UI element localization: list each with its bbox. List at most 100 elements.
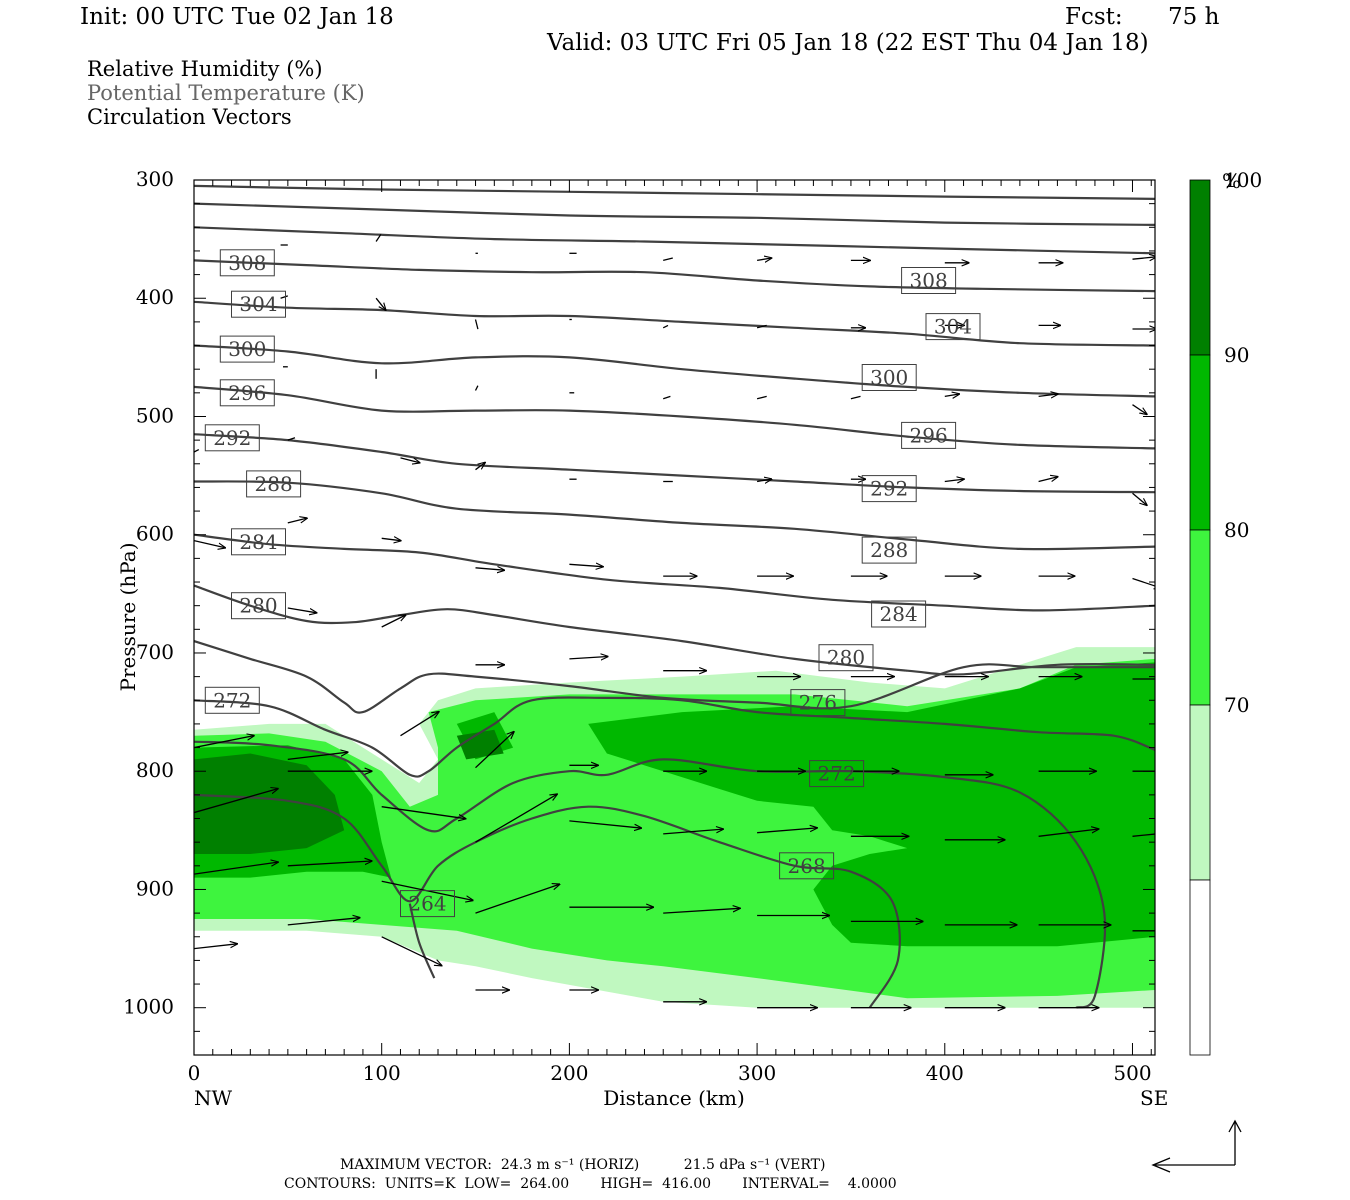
y-tick-label: 600 [136, 522, 174, 546]
y-tick-label: 400 [136, 285, 174, 309]
contour-info-note: CONTOURS: UNITS=K LOW= 264.00 HIGH= 416.… [284, 1176, 897, 1192]
theta-contour-284 [194, 584, 1155, 676]
circulation-vector [194, 944, 237, 950]
circulation-vector [287, 607, 317, 613]
svg-text:284: 284 [239, 530, 277, 554]
contour-label: 272 [204, 686, 260, 714]
circulation-vector [1038, 829, 1099, 837]
circulation-vector [194, 449, 200, 453]
circulation-vector [287, 752, 348, 761]
reference-vector-icon [1151, 1119, 1242, 1173]
circulation-vector [287, 518, 307, 524]
svg-text:280: 280 [239, 594, 277, 618]
contour-label: 304 [925, 313, 981, 341]
x-right-end-label: SE [1140, 1086, 1168, 1110]
svg-text:264: 264 [408, 892, 446, 916]
theta-contour-268 [194, 793, 901, 1009]
circulation-vector [194, 862, 278, 875]
x-left-end-label: NW [194, 1086, 233, 1110]
circulation-vector [381, 806, 466, 819]
contour-label: 280 [231, 592, 286, 620]
svg-text:284: 284 [880, 602, 918, 626]
circulation-vector [1132, 577, 1155, 589]
max-vector-note: MAXIMUM VECTOR: 24.3 m s⁻¹ (HORIZ) 21.5 … [340, 1157, 826, 1173]
contour-label: 288 [861, 536, 917, 564]
colorbar-label: 100 [1224, 168, 1262, 192]
circulation-vector [756, 395, 767, 400]
circulation-vector [569, 657, 607, 659]
legend-theta-text: Potential Temperature (K) [87, 81, 365, 105]
x-axis-label: Distance (km) [603, 1086, 745, 1110]
x-tick-label: 100 [363, 1061, 401, 1085]
svg-text:288: 288 [255, 472, 293, 496]
circulation-vector [944, 479, 964, 481]
contour-label: 292 [861, 475, 917, 503]
circulation-vector [663, 257, 673, 262]
forecast-hour-value: 75 h [1168, 4, 1220, 30]
circulation-vector [1132, 257, 1155, 259]
potential-temperature-contours [194, 184, 1155, 1009]
y-tick-label: 500 [136, 404, 174, 428]
svg-text:292: 292 [870, 477, 908, 501]
circulation-vector [194, 736, 254, 749]
circulation-vector [475, 794, 558, 843]
circulation-vector [569, 820, 641, 828]
axis-ticks: 300 400 500 600 700 800 900 1000 0 100 200 300 400 50… [123, 167, 1155, 1085]
colorbar-label: 90 [1224, 343, 1249, 367]
contour-label: 296 [901, 421, 957, 449]
y-tick-label: 700 [136, 640, 174, 664]
svg-text:272: 272 [818, 762, 856, 786]
x-tick-label: 200 [550, 1061, 588, 1085]
svg-text:280: 280 [827, 646, 865, 670]
theta-contour-312 [194, 259, 1155, 293]
theta-contour-296 [194, 433, 1155, 494]
circulation-vector [756, 479, 771, 481]
circulation-vector [1132, 404, 1147, 415]
colorbar-segment [1189, 179, 1211, 356]
y-tick-label: 1000 [123, 995, 174, 1019]
circulation-vector [381, 538, 401, 540]
contour-label: 288 [246, 470, 302, 498]
colorbar-unit: % [1222, 169, 1241, 193]
circulation-vector [375, 297, 386, 310]
contour-label: 280 [818, 644, 874, 672]
colorbar-segment [1189, 354, 1211, 531]
svg-text:304: 304 [934, 315, 972, 339]
circulation-vector [1132, 833, 1155, 837]
circulation-vector [475, 884, 560, 914]
valid-time: Valid: 03 UTC Fri 05 Jan 18 (22 EST Thu … [547, 30, 1149, 56]
circulation-vector [1038, 477, 1058, 483]
contour-label: 304 [231, 290, 286, 318]
circulation-vectors [194, 233, 1155, 1007]
theta-contour-324 [194, 184, 1155, 200]
x-tick-label: 0 [188, 1061, 201, 1085]
circulation-vector [756, 258, 771, 260]
svg-text:308: 308 [228, 251, 266, 275]
contour-label: 308 [219, 249, 275, 277]
circulation-vector [663, 829, 723, 835]
forecast-hour-label: Fcst: [1065, 4, 1123, 30]
contour-label: 296 [219, 379, 275, 407]
contour-label: 300 [219, 335, 275, 363]
circulation-vector [194, 539, 225, 548]
circulation-vector [662, 324, 669, 329]
colorbar-label: 80 [1224, 518, 1249, 542]
init-time: Init: 00 UTC Tue 02 Jan 18 [80, 4, 394, 30]
x-tick-label: 300 [738, 1061, 776, 1085]
circulation-vector [1038, 394, 1058, 396]
circulation-vector [474, 385, 479, 391]
y-tick-label: 300 [136, 167, 174, 191]
svg-text:272: 272 [213, 688, 251, 712]
theta-contour-288 [194, 533, 1155, 612]
circulation-vector [400, 457, 420, 463]
circulation-vector [475, 568, 505, 570]
circulation-vector [381, 615, 406, 628]
svg-text:308: 308 [910, 269, 948, 293]
circulation-vector [400, 712, 439, 737]
rh-colorbar: 70 80 90 100 [1189, 168, 1262, 1056]
contour-label: 300 [861, 364, 917, 391]
rh-region-100-5 [194, 753, 345, 854]
contour-labels: 2642682722762802842882922963003043083083… [204, 249, 981, 918]
colorbar-segment [1189, 704, 1211, 881]
